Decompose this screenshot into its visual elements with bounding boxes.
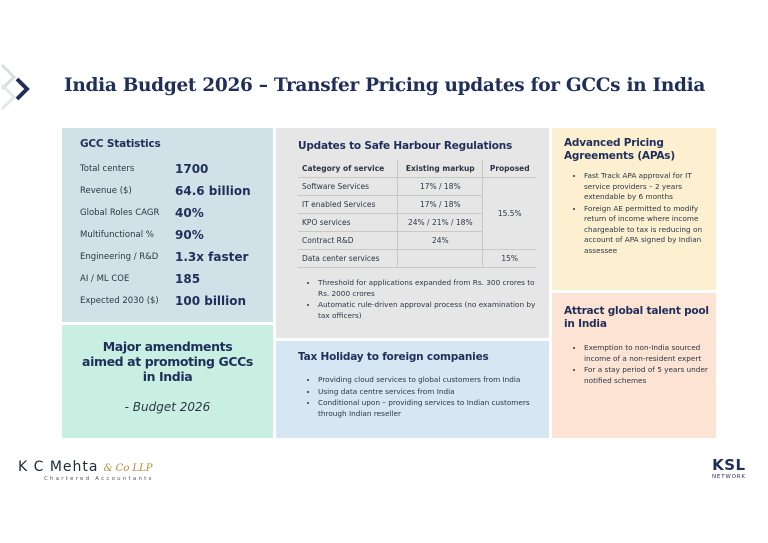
cell: 24% / 21% / 18%	[397, 213, 483, 232]
apa-panel: Advanced Pricing Agreements (APAs) Fast …	[552, 128, 716, 290]
stat-label: Engineering / R&D	[80, 252, 159, 262]
stat-label: AI / ML COE	[80, 274, 130, 284]
panel-title: Tax Holiday to foreign companies	[298, 351, 489, 363]
bullet-list: Fast Track APA approval for IT service p…	[564, 171, 706, 256]
bullet: Fast Track APA approval for IT service p…	[584, 171, 706, 203]
stat-value: 1.3x faster	[175, 250, 249, 264]
stat-row: Global Roles CAGR 40%	[80, 202, 273, 224]
network-name: KSL	[712, 456, 746, 474]
table-row: KPO services 24% / 21% / 18%	[298, 213, 536, 232]
stat-row: AI / ML COE 185	[80, 268, 273, 290]
cell: 15%	[482, 249, 536, 268]
bullet: For a stay period of 5 years under notif…	[584, 365, 710, 386]
stat-row: Expected 2030 ($) 100 billion	[80, 290, 273, 312]
cell: 24%	[397, 231, 483, 250]
bullet: Automatic rule-driven approval process (…	[318, 300, 543, 321]
stat-label: Global Roles CAGR	[80, 208, 160, 218]
stat-value: 90%	[175, 228, 204, 242]
stat-value: 185	[175, 272, 201, 286]
cell: Software Services	[298, 177, 398, 196]
chevron-decoration	[0, 63, 30, 111]
safe-harbour-panel: Updates to Safe Harbour Regulations Cate…	[276, 128, 549, 338]
cell: KPO services	[298, 213, 398, 232]
panel-title: Advanced Pricing Agreements (APAs)	[564, 137, 675, 162]
safe-harbour-table: Category of service Existing markup Prop…	[298, 160, 536, 268]
amendments-text: Major amendments aimed at promoting GCCs…	[82, 339, 253, 384]
tax-holiday-panel: Tax Holiday to foreign companies Providi…	[276, 341, 549, 438]
table-row: Contract R&D 24%	[298, 231, 536, 250]
bullet: Providing cloud services to global custo…	[318, 375, 558, 386]
firm-logo: K C Mehta & Co LLP Chartered Accountants	[18, 456, 154, 482]
bullet: Threshold for applications expanded from…	[318, 278, 543, 299]
bullet-list: Exemption to non-India sourced income of…	[564, 343, 710, 386]
stat-value: 40%	[175, 206, 204, 220]
panel-title: Attract global talent pool in India	[564, 305, 709, 330]
stat-row: Multifunctional % 90%	[80, 224, 273, 246]
stat-label: Expected 2030 ($)	[80, 296, 159, 306]
firm-suffix: & Co LLP	[103, 463, 153, 474]
panel-title: Updates to Safe Harbour Regulations	[298, 140, 513, 152]
network-tagline: NETWORK	[712, 474, 746, 480]
amendments-source: - Budget 2026	[124, 400, 211, 414]
cell: IT enabled Services	[298, 195, 398, 214]
stat-value: 100 billion	[175, 294, 247, 308]
stat-value: 1700	[175, 162, 209, 176]
table-row: Data center services 15%	[298, 249, 536, 268]
bullet: Conditional upon – providing services to…	[318, 398, 558, 419]
bullet-list: Threshold for applications expanded from…	[298, 278, 543, 321]
cell: Data center services	[298, 249, 398, 268]
talent-panel: Attract global talent pool in India Exem…	[552, 293, 716, 438]
stat-row: Revenue ($) 64.6 billion	[80, 180, 273, 202]
cell: Contract R&D	[298, 231, 398, 250]
table-row: IT enabled Services 17% / 18%	[298, 195, 536, 214]
cell: 17% / 18%	[397, 195, 483, 214]
bullet: Exemption to non-India sourced income of…	[584, 343, 710, 364]
table-header: Category of service Existing markup Prop…	[298, 160, 536, 178]
column-header: Proposed	[482, 160, 536, 178]
table-row: Software Services 17% / 18% 15.5%	[298, 177, 536, 250]
cell: 15.5%	[482, 177, 536, 250]
slide-title: India Budget 2026 – Transfer Pricing upd…	[64, 75, 706, 96]
network-logo: KSL NETWORK	[712, 456, 746, 480]
bullet-list: Providing cloud services to global custo…	[298, 375, 558, 419]
panel-title: GCC Statistics	[80, 138, 161, 150]
cell: 17% / 18%	[397, 177, 483, 196]
stat-label: Revenue ($)	[80, 186, 132, 196]
column-header: Category of service	[298, 160, 398, 178]
stat-label: Multifunctional %	[80, 230, 154, 240]
firm-tagline: Chartered Accountants	[44, 476, 154, 482]
stat-row: Total centers 1700	[80, 158, 273, 180]
bullet: Foreign AE permitted to modify return of…	[584, 204, 706, 257]
stats-panel: GCC Statistics Total centers 1700 Revenue …	[62, 128, 273, 322]
amendments-panel: Major amendments aimed at promoting GCCs…	[62, 325, 273, 438]
bullet: Using data centre services from India	[318, 387, 558, 398]
column-header: Existing markup	[397, 160, 483, 178]
stat-row: Engineering / R&D 1.3x faster	[80, 246, 273, 268]
stat-value: 64.6 billion	[175, 184, 251, 198]
stat-label: Total centers	[80, 164, 135, 174]
firm-name: K C Mehta	[18, 459, 99, 475]
cell	[397, 249, 483, 268]
stats-list: Total centers 1700 Revenue ($) 64.6 billion…	[80, 158, 273, 312]
